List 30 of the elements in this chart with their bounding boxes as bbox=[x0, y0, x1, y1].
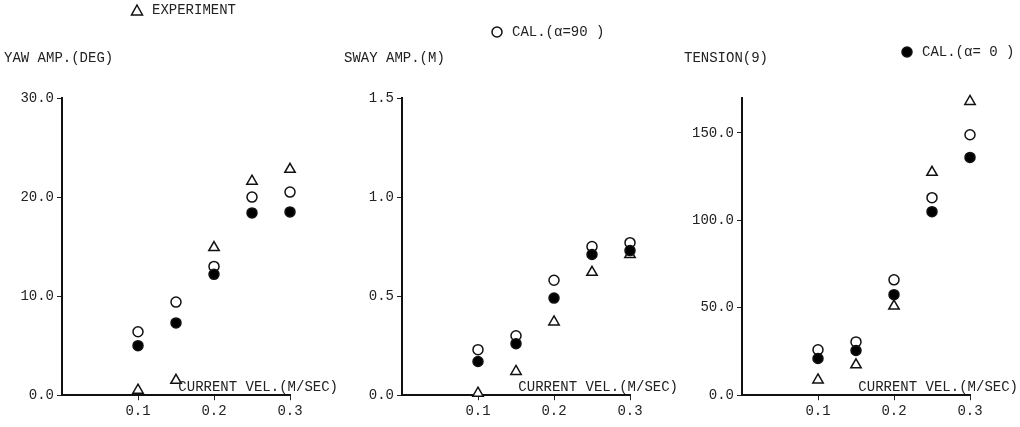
y-tick-label: 0.0 bbox=[28, 386, 54, 403]
x-axis-title: CURRENT VEL.(M/SEC) bbox=[518, 378, 678, 395]
legend-label: CAL.(α= 0 ) bbox=[922, 44, 1015, 60]
x-tick-label: 0.2 bbox=[881, 403, 907, 420]
legend-label: EXPERIMENT bbox=[152, 2, 237, 18]
x-axis-title: CURRENT VEL.(M/SEC) bbox=[858, 378, 1018, 395]
legend-label: CAL.(α=90 ) bbox=[512, 24, 605, 40]
y-axis-title: TENSION(9) bbox=[684, 50, 769, 66]
y-tick-label: 100.0 bbox=[691, 212, 734, 229]
y-tick-label: 0.5 bbox=[368, 287, 394, 304]
x-tick-label: 0.1 bbox=[805, 403, 831, 420]
y-tick-label: 0.0 bbox=[708, 386, 734, 403]
y-tick-label: 10.0 bbox=[20, 287, 54, 304]
x-tick-label: 0.1 bbox=[125, 403, 151, 420]
y-tick-label: 30.0 bbox=[20, 89, 54, 106]
x-tick-label: 0.2 bbox=[201, 403, 227, 420]
y-tick-label: 50.0 bbox=[700, 299, 734, 316]
y-axis-title: YAW AMP.(DEG) bbox=[4, 50, 114, 66]
y-tick-label: 1.5 bbox=[368, 89, 394, 106]
x-axis-title: CURRENT VEL.(M/SEC) bbox=[178, 378, 338, 395]
y-tick-label: 0.0 bbox=[368, 386, 394, 403]
x-tick-label: 0.3 bbox=[957, 403, 983, 420]
y-axis-title: SWAY AMP.(M) bbox=[344, 50, 445, 66]
y-tick-label: 150.0 bbox=[691, 124, 734, 141]
x-tick-label: 0.3 bbox=[277, 403, 303, 420]
y-tick-label: 1.0 bbox=[368, 188, 394, 205]
x-tick-label: 0.3 bbox=[617, 403, 643, 420]
x-tick-label: 0.2 bbox=[541, 403, 567, 420]
y-tick-label: 20.0 bbox=[20, 188, 54, 205]
x-tick-label: 0.1 bbox=[465, 403, 491, 420]
